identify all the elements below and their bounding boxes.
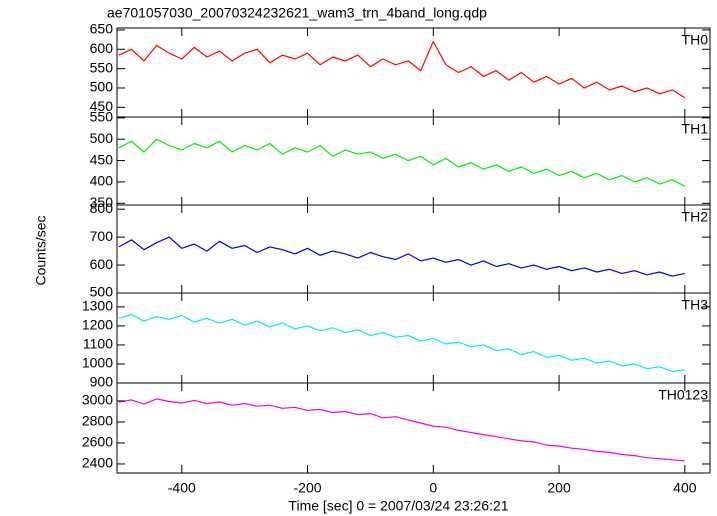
x-tick-label: 200 bbox=[547, 480, 571, 496]
y-tick-label: 1200 bbox=[82, 317, 113, 333]
panel-frame bbox=[116, 204, 711, 294]
light-curve bbox=[118, 236, 685, 277]
y-tick-label: 400 bbox=[90, 173, 114, 189]
light-curve bbox=[118, 398, 685, 462]
x-tick-label: 400 bbox=[673, 480, 697, 496]
y-tick-label: 600 bbox=[90, 256, 114, 272]
x-tick-label: 0 bbox=[429, 480, 437, 496]
panel-label: TH1 bbox=[682, 121, 709, 137]
panel-label: TH3 bbox=[682, 297, 709, 313]
y-tick-label: 800 bbox=[90, 200, 114, 216]
panel-frame bbox=[116, 382, 711, 474]
y-tick-label: 1000 bbox=[82, 355, 113, 371]
y-tick-label: 3000 bbox=[82, 392, 113, 408]
panel-label: TH0123 bbox=[658, 387, 708, 403]
y-tick-label: 900 bbox=[90, 374, 114, 390]
y-tick-label: 1300 bbox=[82, 298, 113, 314]
y-tick-label: 2400 bbox=[82, 455, 113, 471]
panel-frame bbox=[116, 27, 711, 118]
y-tick-label: 700 bbox=[90, 228, 114, 244]
x-axis-label: Time [sec] 0 = 2007/03/24 23:26:21 bbox=[288, 498, 508, 514]
y-tick-label: 450 bbox=[90, 151, 114, 167]
y-tick-label: 500 bbox=[90, 79, 114, 95]
y-tick-label: 500 bbox=[90, 130, 114, 146]
chart-title: ae701057030_20070324232621_wam3_trn_4ban… bbox=[107, 5, 487, 21]
light-curve bbox=[118, 40, 686, 99]
y-tick-label: 550 bbox=[90, 59, 114, 75]
y-tick-label: 650 bbox=[90, 21, 114, 37]
y-tick-label: 550 bbox=[90, 109, 114, 125]
y-tick-label: 2600 bbox=[82, 434, 113, 450]
y-axis-label: Counts/sec bbox=[33, 215, 49, 285]
y-tick-label: 450 bbox=[90, 98, 114, 114]
x-tick-label: -400 bbox=[168, 480, 196, 496]
panel-label: TH2 bbox=[682, 209, 709, 225]
y-tick-label: 500 bbox=[90, 284, 114, 300]
light-curve bbox=[118, 313, 685, 373]
x-tick-label: -200 bbox=[294, 480, 322, 496]
panel-label: TH0 bbox=[682, 32, 709, 48]
y-tick-label: 1100 bbox=[83, 336, 113, 352]
panel-frame bbox=[116, 116, 711, 206]
y-tick-label: 2800 bbox=[82, 413, 113, 429]
y-tick-label: 350 bbox=[90, 194, 114, 210]
light-curve bbox=[118, 138, 686, 187]
y-tick-label: 600 bbox=[90, 40, 114, 56]
